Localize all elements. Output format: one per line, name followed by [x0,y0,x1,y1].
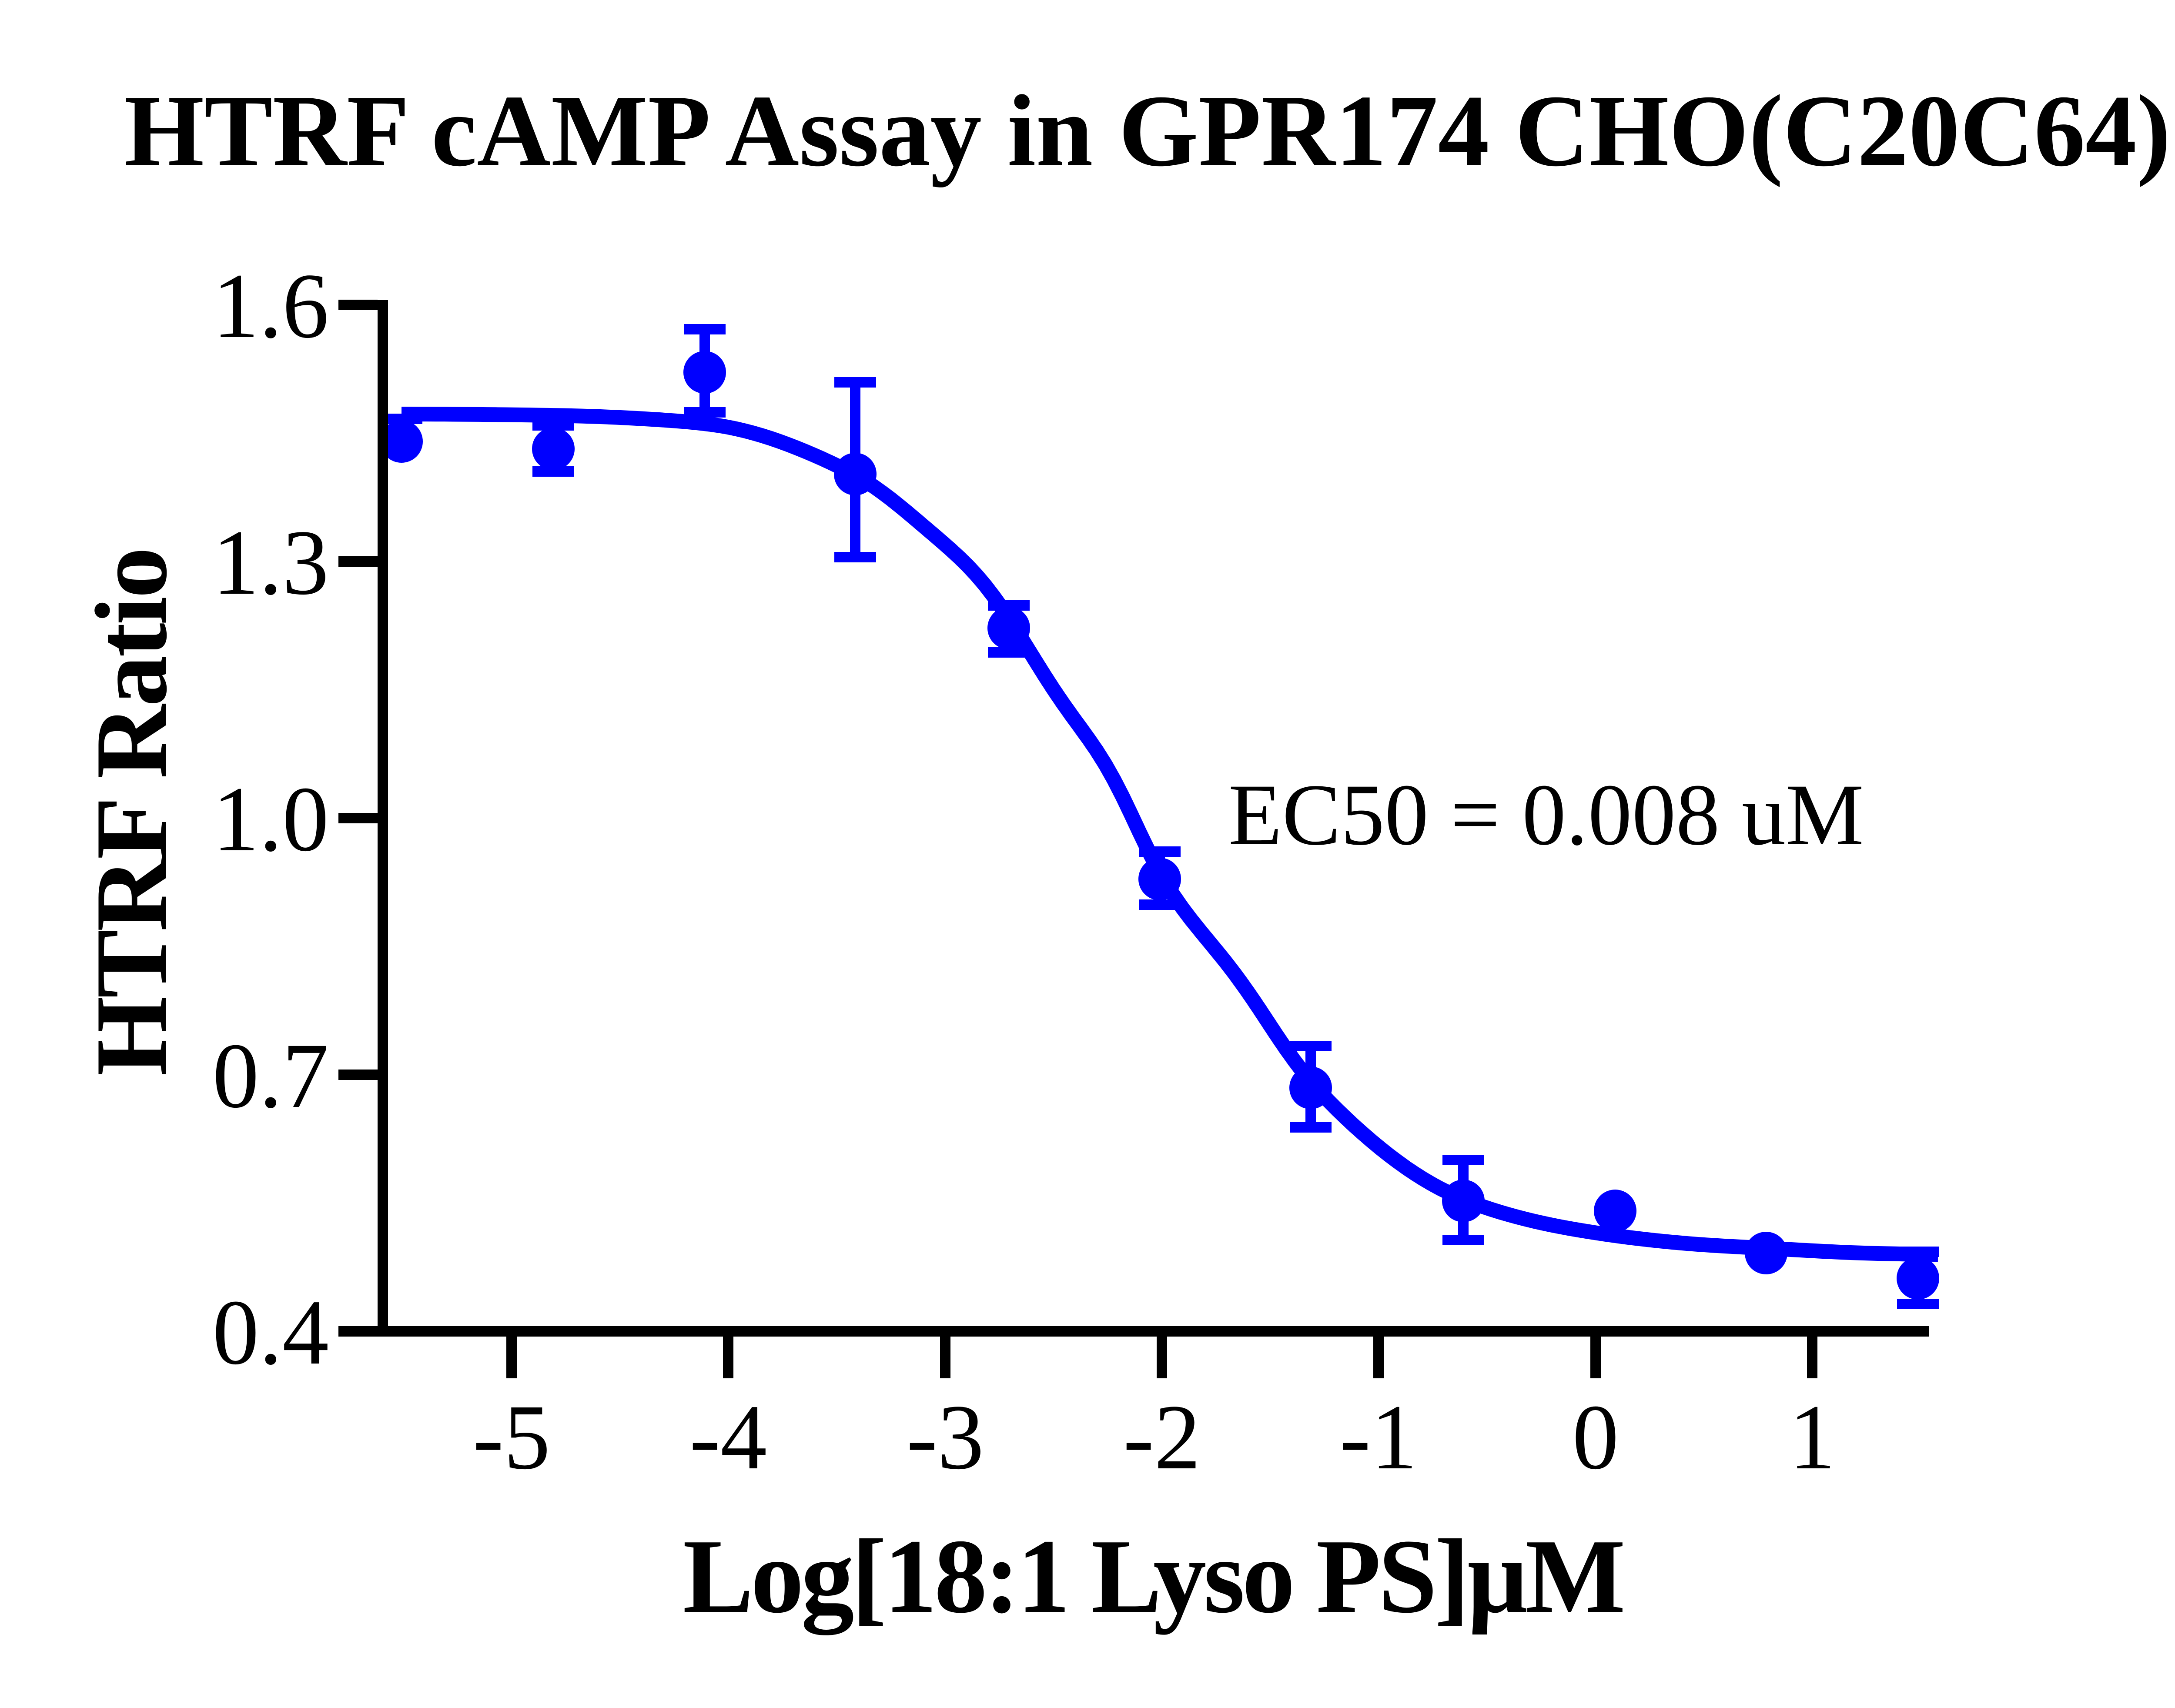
svg-text:-1: -1 [1340,1386,1417,1489]
svg-text:0: 0 [1573,1386,1619,1489]
svg-text:1.0: 1.0 [213,768,329,871]
svg-text:-4: -4 [689,1386,767,1489]
svg-text:HTRF Ratio: HTRF Ratio [75,549,188,1076]
svg-text:0.4: 0.4 [213,1281,329,1384]
svg-text:-3: -3 [907,1386,984,1489]
svg-text:Log[18:1 Lyso PS]µM: Log[18:1 Lyso PS]µM [683,1517,1623,1635]
svg-text:1.3: 1.3 [213,511,329,614]
svg-text:0.7: 0.7 [213,1024,329,1127]
svg-text:HTRF cAMP Assay in GPR174 CHO(: HTRF cAMP Assay in GPR174 CHO(C20C64) [124,74,2171,188]
svg-text:1: 1 [1789,1386,1836,1489]
svg-text:EC50 = 0.008 uM: EC50 = 0.008 uM [1228,766,1864,863]
svg-text:1.6: 1.6 [213,254,329,358]
svg-text:-5: -5 [473,1386,550,1489]
svg-text:-2: -2 [1123,1386,1201,1489]
